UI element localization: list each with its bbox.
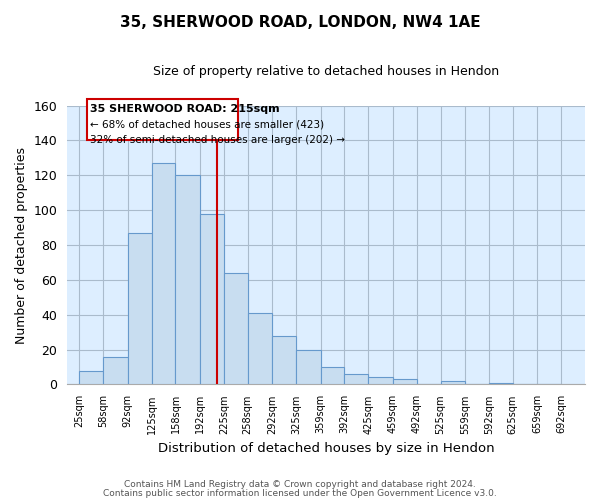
- Title: Size of property relative to detached houses in Hendon: Size of property relative to detached ho…: [153, 65, 499, 78]
- Bar: [368, 378, 393, 384]
- Text: 32% of semi-detached houses are larger (202) →: 32% of semi-detached houses are larger (…: [90, 135, 345, 145]
- Bar: [272, 336, 296, 384]
- Bar: [224, 273, 248, 384]
- Bar: [393, 379, 417, 384]
- Bar: [248, 313, 272, 384]
- Bar: [152, 163, 175, 384]
- Bar: [440, 381, 465, 384]
- Text: Contains HM Land Registry data © Crown copyright and database right 2024.: Contains HM Land Registry data © Crown c…: [124, 480, 476, 489]
- Bar: [79, 370, 103, 384]
- X-axis label: Distribution of detached houses by size in Hendon: Distribution of detached houses by size …: [158, 442, 494, 455]
- Text: 35 SHERWOOD ROAD: 215sqm: 35 SHERWOOD ROAD: 215sqm: [90, 104, 280, 114]
- Bar: [200, 214, 224, 384]
- Text: 35, SHERWOOD ROAD, LONDON, NW4 1AE: 35, SHERWOOD ROAD, LONDON, NW4 1AE: [119, 15, 481, 30]
- Bar: [489, 382, 513, 384]
- FancyBboxPatch shape: [86, 98, 238, 140]
- Bar: [320, 367, 344, 384]
- Bar: [296, 350, 320, 384]
- Bar: [344, 374, 368, 384]
- Text: Contains public sector information licensed under the Open Government Licence v3: Contains public sector information licen…: [103, 488, 497, 498]
- Bar: [128, 233, 152, 384]
- Y-axis label: Number of detached properties: Number of detached properties: [15, 146, 28, 344]
- Text: ← 68% of detached houses are smaller (423): ← 68% of detached houses are smaller (42…: [90, 120, 325, 130]
- Bar: [175, 176, 200, 384]
- Bar: [103, 356, 128, 384]
